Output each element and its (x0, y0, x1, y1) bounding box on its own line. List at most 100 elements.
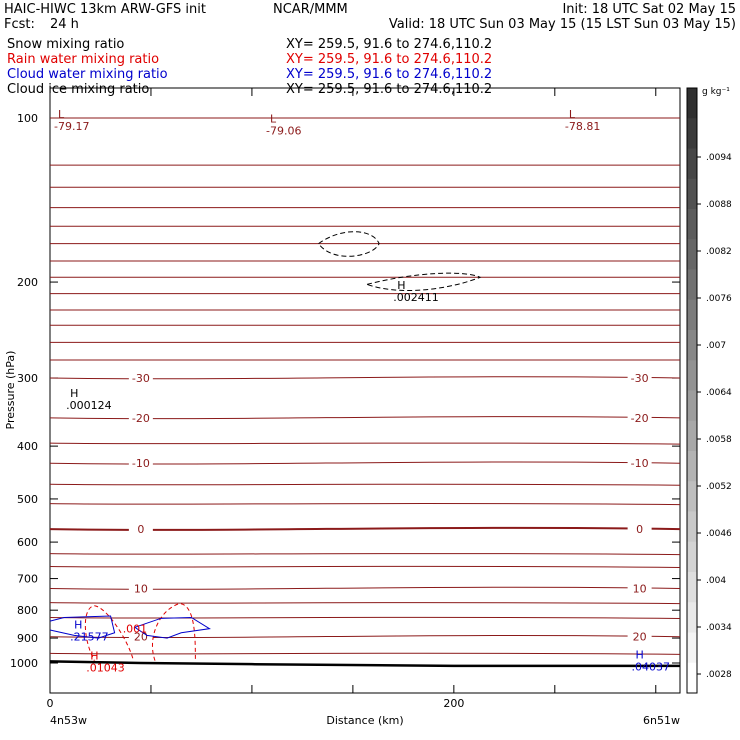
contour-label: -30 (132, 372, 150, 385)
field-name-3: Cloud ice mixing ratio (7, 82, 149, 97)
colorbar-swatch (687, 269, 697, 301)
header-valid-time: Valid: 18 UTC Sun 03 May 15 (15 LST Sun … (389, 17, 736, 32)
y-tick-label: 900 (17, 632, 38, 645)
cloud-water-contour (133, 616, 211, 639)
contour-label-bg (128, 630, 153, 643)
field-xy-1: XY= 259.5, 91.6 to 274.6,110.2 (286, 52, 492, 67)
extrema-letter: H (70, 387, 78, 400)
y-tick-label: 1000 (10, 657, 38, 670)
colorbar-label: .0046 (706, 529, 732, 539)
field-name-1: Rain water mixing ratio (7, 52, 159, 67)
field-name-0: Snow mixing ratio (7, 37, 124, 52)
header-model-title: HAIC-HIWC 13km ARW-GFS init (4, 2, 206, 17)
contour-label: -20 (132, 412, 150, 425)
contour-label: -20 (631, 412, 649, 425)
colorbar-swatch (687, 88, 697, 119)
extrema-letter: L (270, 113, 277, 126)
colorbar-swatch (687, 511, 697, 543)
contour-label: 10 (633, 583, 647, 596)
colorbar-swatch (687, 632, 697, 664)
extrema-letter: L (569, 108, 576, 121)
temperature-contour (49, 442, 681, 445)
colorbar-swatch (687, 239, 697, 270)
field-xy-0: XY= 259.5, 91.6 to 274.6,110.2 (286, 37, 492, 52)
colorbar-label: .0076 (706, 294, 732, 304)
colorbar-swatch (687, 178, 697, 210)
rain-contour (84, 605, 134, 661)
colorbar-swatch (687, 360, 697, 391)
extrema-letter: H (636, 649, 644, 662)
y-tick-label: 700 (17, 573, 38, 586)
colorbar-swatch (687, 420, 697, 452)
x-endpoint-left: 4n53w (50, 714, 87, 727)
colorbar-label: .0064 (706, 388, 732, 398)
temperature-contour (49, 565, 681, 568)
header-org: NCAR/MMM (273, 2, 348, 17)
temperature-contour (49, 616, 681, 619)
contour-label: 20 (633, 631, 647, 644)
rain-contour (151, 603, 196, 662)
colorbar-swatch (687, 118, 697, 149)
extrema-letter: L (58, 108, 65, 121)
x-endpoint-right: 6n51w (643, 714, 680, 727)
colorbar-swatch (687, 330, 697, 361)
colorbar-label: .004 (706, 576, 726, 586)
header-forecast-label: Fcst: (4, 17, 35, 32)
plot-frame (49, 87, 681, 694)
colorbar-swatch (687, 390, 697, 422)
hydrometeor-contours (49, 231, 482, 662)
extrema-letter: H (74, 619, 82, 632)
contour-label-bg (128, 372, 153, 385)
colorbar-frame (686, 87, 698, 694)
contour-label-bg (627, 523, 652, 536)
ice-contour (365, 272, 482, 291)
extrema-value: .002411 (393, 291, 439, 304)
colorbar-label: .0028 (706, 670, 732, 680)
extrema-value: .000124 (66, 399, 112, 412)
y-tick-label: 400 (17, 440, 38, 453)
contour-label: 0 (137, 523, 144, 536)
contour-label-bg (627, 582, 652, 595)
y-tick-label: 300 (17, 372, 38, 385)
extrema-value: -79.17 (54, 120, 89, 133)
temperature-contour (49, 552, 681, 556)
colorbar-swatch (687, 572, 697, 603)
x-axis-label: Distance (km) (326, 714, 403, 727)
rain-contour-label: .001 (123, 623, 148, 636)
extrema-value: -78.81 (565, 120, 600, 133)
contour-label: 10 (134, 583, 148, 596)
contour-label-bg (128, 523, 153, 536)
field-xy-2: XY= 259.5, 91.6 to 274.6,110.2 (286, 67, 492, 82)
contour-label: -30 (631, 372, 649, 385)
contour-label: -10 (631, 457, 649, 470)
colorbar-swatch (687, 662, 697, 694)
contour-label-bg (627, 411, 652, 424)
colorbar-swatch (687, 209, 697, 240)
contour-label-bg (128, 457, 153, 470)
colorbar: g kg⁻¹ .0094 .0088 .0082 .0076 .007 .0064 .0058… (686, 87, 732, 694)
x-tick-label: 200 (443, 697, 464, 710)
colorbar-label: .0094 (706, 153, 732, 163)
extrema-letter: H (90, 649, 98, 662)
extrema-value: .21577 (70, 631, 109, 644)
colorbar-unit: g kg⁻¹ (702, 87, 730, 97)
colorbar-label: .0058 (706, 435, 732, 445)
contour-label-bg (627, 630, 652, 643)
colorbar-swatch (687, 299, 697, 331)
colorbar-swatch (687, 541, 697, 573)
colorbar-label: .007 (706, 341, 726, 351)
temperature-contour (49, 483, 681, 486)
colorbar-label: .0082 (706, 247, 732, 257)
colorbar-swatch (687, 451, 697, 482)
y-tick-label: 100 (17, 112, 38, 125)
ice-contour (317, 231, 380, 257)
y-tick-label: 500 (17, 493, 38, 506)
extrema-letter: H (397, 279, 405, 292)
temperature-contour (49, 652, 681, 655)
cloud-water-contour (49, 615, 116, 639)
header-forecast-hour: 24 h (50, 17, 79, 32)
extrema-value: .04037 (632, 661, 671, 674)
